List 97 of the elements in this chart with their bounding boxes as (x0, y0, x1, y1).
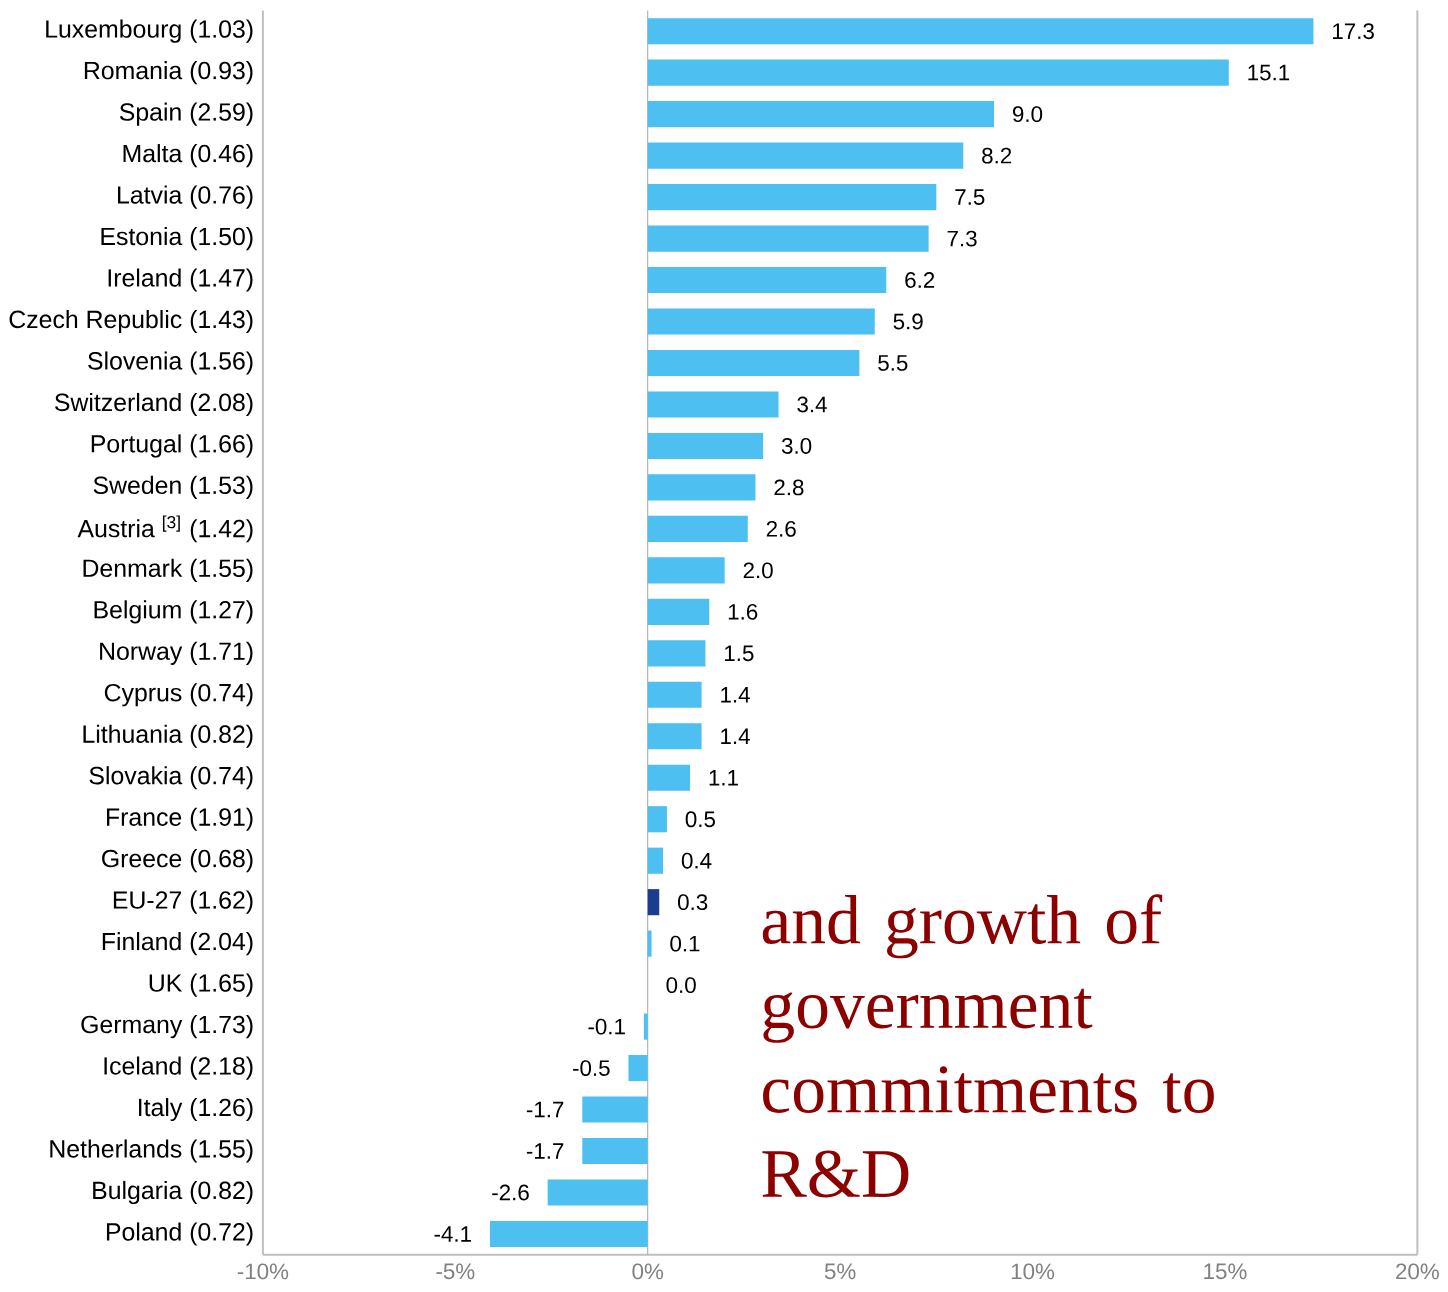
y-tick-label: Sweden (1.53) (93, 475, 253, 500)
bar (647, 432, 764, 460)
data-label: 2.0 (743, 562, 773, 579)
bar (647, 557, 725, 584)
y-tick-label: Latvia (0.76) (118, 185, 253, 209)
y-tick-label: Estonia (1.50) (101, 227, 253, 251)
data-label: 1.1 (709, 770, 738, 786)
bar (647, 764, 691, 791)
bar (582, 1096, 648, 1123)
y-tick-label: Italy (1.26) (139, 1098, 253, 1122)
data-label: 7.3 (947, 230, 977, 247)
data-label: 0.5 (685, 811, 715, 828)
data-label: 5.9 (893, 313, 923, 330)
y-tick-label: Czech Republic (1.43) (9, 310, 253, 334)
y-tick-label: Slovenia (1.56) (88, 351, 253, 375)
data-label: 17.3 (1333, 23, 1374, 40)
y-tick-label: Netherlands (1.55) (50, 1139, 253, 1163)
y-tick-label: Portugal (1.66) (91, 434, 253, 458)
bar (647, 847, 664, 874)
bar (647, 474, 756, 501)
data-label: 15.1 (1248, 64, 1290, 81)
y-tick-label: Greece (0.68) (102, 849, 253, 873)
y-tick-label: Switzerland (2.08) (54, 392, 253, 417)
bar (628, 1055, 648, 1082)
x-tick-label: 15% (1204, 1263, 1247, 1280)
data-label: 8.2 (982, 147, 1012, 164)
y-tick-label: Poland (0.72) (106, 1222, 253, 1246)
data-label: 1.4 (721, 687, 750, 703)
bar (647, 598, 710, 625)
y-tick-label: Iceland (2.18) (104, 1056, 253, 1080)
y-tick-label: France (1.91) (106, 807, 253, 831)
data-label: 3.4 (797, 396, 827, 413)
x-tick-label: 0% (632, 1263, 664, 1280)
bar (647, 18, 1314, 45)
data-label: 2.8 (774, 479, 804, 496)
bar (489, 1221, 648, 1248)
data-label: -4.1 (434, 1226, 471, 1242)
bar (647, 101, 995, 128)
data-label: 1.4 (721, 728, 750, 745)
bar (647, 225, 929, 252)
x-tick-label: 5% (824, 1263, 856, 1280)
y-tick-label: Ireland (1.47) (108, 268, 253, 292)
data-label: -1.7 (526, 1101, 564, 1118)
data-label: -0.5 (573, 1060, 610, 1077)
y-tick-label: Norway (1.71) (100, 641, 253, 665)
bar (647, 889, 660, 916)
data-label: 0.1 (670, 935, 700, 952)
y-tick-label: Cyprus (0.74) (104, 683, 253, 707)
data-label: 0.0 (666, 977, 696, 994)
bar (647, 59, 1229, 86)
y-tick-label: Austria $^{[3]}$ (1.42) (77, 515, 253, 543)
data-label: 1.6 (728, 604, 758, 620)
data-label: 7.5 (955, 189, 985, 206)
y-tick-label: Spain (2.59) (119, 102, 253, 126)
bar (647, 350, 860, 377)
y-tick-label: Luxembourg (1.03) (46, 19, 253, 43)
data-label: 0.3 (678, 894, 708, 911)
bar (582, 1138, 648, 1165)
data-label: 3.0 (781, 438, 812, 454)
data-label: -1.7 (526, 1143, 564, 1159)
bar (647, 723, 702, 750)
y-tick-label: Denmark (1.55) (83, 558, 253, 583)
y-tick-label: Malta (0.46) (123, 144, 253, 168)
bar (647, 515, 748, 543)
y-tick-label: Finland (2.04) (102, 932, 253, 956)
bar (647, 142, 964, 169)
bar (647, 640, 706, 667)
bar (647, 308, 875, 335)
bar (647, 267, 887, 294)
bar (647, 806, 667, 833)
data-label: 0.4 (681, 852, 712, 869)
data-label: 9.0 (1012, 106, 1043, 123)
data-label: 6.2 (905, 272, 935, 289)
y-tick-label: Bulgaria (0.82) (93, 1181, 253, 1205)
data-label: 5.5 (878, 355, 908, 371)
y-tick-label: Lithuania (0.82) (83, 724, 253, 748)
data-label: 2.6 (766, 521, 796, 537)
bar (647, 930, 652, 957)
data-label: 1.5 (725, 645, 754, 662)
bar (647, 391, 779, 418)
bar (647, 184, 937, 211)
y-tick-label: UK (1.65) (149, 973, 253, 997)
y-tick-label: Belgium (1.27) (94, 600, 253, 624)
x-tick-label: -10% (237, 1263, 289, 1280)
data-label: -0.1 (588, 1018, 625, 1035)
bar (547, 1179, 648, 1206)
y-tick-label: EU-27 (1.62) (113, 890, 253, 914)
y-tick-label: Slovakia (0.74) (89, 766, 253, 790)
y-tick-label: Germany (1.73) (81, 1015, 253, 1039)
x-tick-label: 10% (1011, 1263, 1055, 1280)
annotation: and growth of government commitments to R&D (762, 894, 1214, 1198)
bar (643, 1013, 648, 1040)
bar (647, 681, 702, 708)
y-tick-label: Romania (0.93) (84, 61, 253, 85)
x-tick-label: -5% (436, 1263, 475, 1280)
x-tick-label: 20% (1396, 1263, 1439, 1280)
data-label: -2.6 (492, 1184, 529, 1201)
